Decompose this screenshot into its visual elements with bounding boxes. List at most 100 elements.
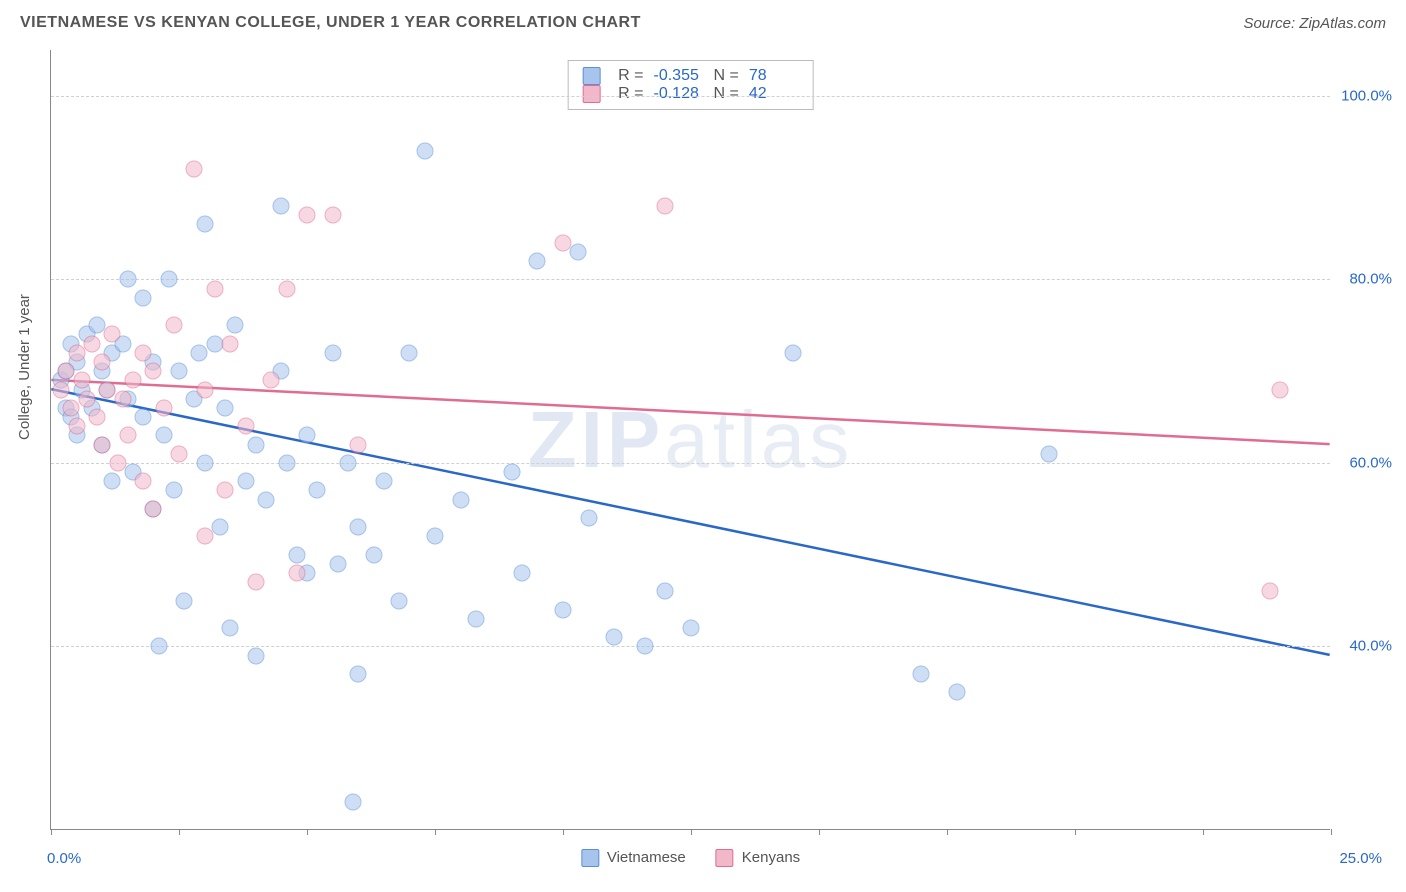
scatter-point xyxy=(1041,445,1058,462)
stats-row: R =-0.128N =42 xyxy=(582,85,799,103)
y-tick-label: 100.0% xyxy=(1341,87,1392,104)
y-tick-label: 80.0% xyxy=(1349,271,1392,288)
scatter-point xyxy=(683,620,700,637)
x-axis-min-label: 0.0% xyxy=(47,850,81,867)
legend-swatch xyxy=(582,67,600,85)
plot-area: ZIPatlas R =-0.355N =78R =-0.128N =42 0.… xyxy=(50,50,1330,830)
scatter-point xyxy=(94,354,111,371)
scatter-point xyxy=(247,436,264,453)
stats-row: R =-0.355N =78 xyxy=(582,67,799,85)
scatter-point xyxy=(211,519,228,536)
x-tick xyxy=(435,829,436,835)
x-tick xyxy=(1331,829,1332,835)
x-tick xyxy=(307,829,308,835)
scatter-point xyxy=(324,344,341,361)
scatter-point xyxy=(135,344,152,361)
watermark: ZIPatlas xyxy=(528,394,853,486)
scatter-point xyxy=(104,473,121,490)
scatter-point xyxy=(155,399,172,416)
scatter-point xyxy=(196,216,213,233)
scatter-point xyxy=(145,363,162,380)
scatter-point xyxy=(785,344,802,361)
scatter-point xyxy=(155,427,172,444)
scatter-point xyxy=(191,344,208,361)
scatter-point xyxy=(58,363,75,380)
scatter-point xyxy=(416,142,433,159)
scatter-point xyxy=(350,519,367,536)
legend-item: Kenyans xyxy=(716,849,800,867)
legend-swatch xyxy=(716,849,734,867)
scatter-point xyxy=(135,289,152,306)
scatter-point xyxy=(263,372,280,389)
stat-n-label: N = xyxy=(714,85,739,103)
scatter-point xyxy=(145,500,162,517)
scatter-point xyxy=(227,317,244,334)
scatter-point xyxy=(247,647,264,664)
scatter-point xyxy=(329,555,346,572)
scatter-point xyxy=(124,372,141,389)
stat-n-value: 78 xyxy=(749,67,799,85)
scatter-point xyxy=(171,445,188,462)
scatter-point xyxy=(580,510,597,527)
x-tick xyxy=(179,829,180,835)
scatter-point xyxy=(135,473,152,490)
scatter-point xyxy=(570,243,587,260)
x-tick xyxy=(1075,829,1076,835)
scatter-point xyxy=(78,390,95,407)
stat-n-value: 42 xyxy=(749,85,799,103)
legend-swatch xyxy=(582,85,600,103)
scatter-point xyxy=(401,344,418,361)
legend-label: Vietnamese xyxy=(607,849,686,866)
scatter-point xyxy=(345,794,362,811)
scatter-point xyxy=(657,583,674,600)
scatter-point xyxy=(171,363,188,380)
scatter-point xyxy=(529,253,546,270)
scatter-point xyxy=(160,271,177,288)
scatter-point xyxy=(222,335,239,352)
scatter-point xyxy=(299,427,316,444)
y-tick-label: 60.0% xyxy=(1349,454,1392,471)
trend-lines-svg xyxy=(51,50,1330,829)
scatter-point xyxy=(427,528,444,545)
stat-r-label: R = xyxy=(618,85,643,103)
scatter-point xyxy=(94,436,111,453)
scatter-point xyxy=(452,491,469,508)
scatter-point xyxy=(119,271,136,288)
scatter-point xyxy=(258,491,275,508)
scatter-point xyxy=(217,399,234,416)
scatter-point xyxy=(365,546,382,563)
legend-swatch xyxy=(581,849,599,867)
x-tick xyxy=(819,829,820,835)
scatter-point xyxy=(217,482,234,499)
scatter-point xyxy=(350,436,367,453)
scatter-point xyxy=(913,666,930,683)
x-tick xyxy=(51,829,52,835)
scatter-point xyxy=(1261,583,1278,600)
scatter-point xyxy=(73,372,90,389)
stats-legend-box: R =-0.355N =78R =-0.128N =42 xyxy=(567,60,814,110)
y-axis-label: College, Under 1 year xyxy=(16,294,33,440)
scatter-point xyxy=(99,381,116,398)
scatter-point xyxy=(53,381,70,398)
scatter-point xyxy=(288,565,305,582)
scatter-point xyxy=(196,528,213,545)
scatter-point xyxy=(237,473,254,490)
legend-item: Vietnamese xyxy=(581,849,686,867)
scatter-point xyxy=(196,381,213,398)
stat-r-value: -0.355 xyxy=(654,67,704,85)
legend-label: Kenyans xyxy=(742,849,800,866)
stat-n-label: N = xyxy=(714,67,739,85)
scatter-point xyxy=(657,198,674,215)
scatter-point xyxy=(278,454,295,471)
scatter-point xyxy=(89,409,106,426)
scatter-point xyxy=(109,454,126,471)
x-axis-max-label: 25.0% xyxy=(1339,850,1382,867)
scatter-point xyxy=(68,418,85,435)
scatter-point xyxy=(196,454,213,471)
scatter-point xyxy=(237,418,254,435)
scatter-point xyxy=(350,666,367,683)
scatter-point xyxy=(288,546,305,563)
scatter-point xyxy=(165,482,182,499)
x-tick xyxy=(691,829,692,835)
scatter-point xyxy=(309,482,326,499)
